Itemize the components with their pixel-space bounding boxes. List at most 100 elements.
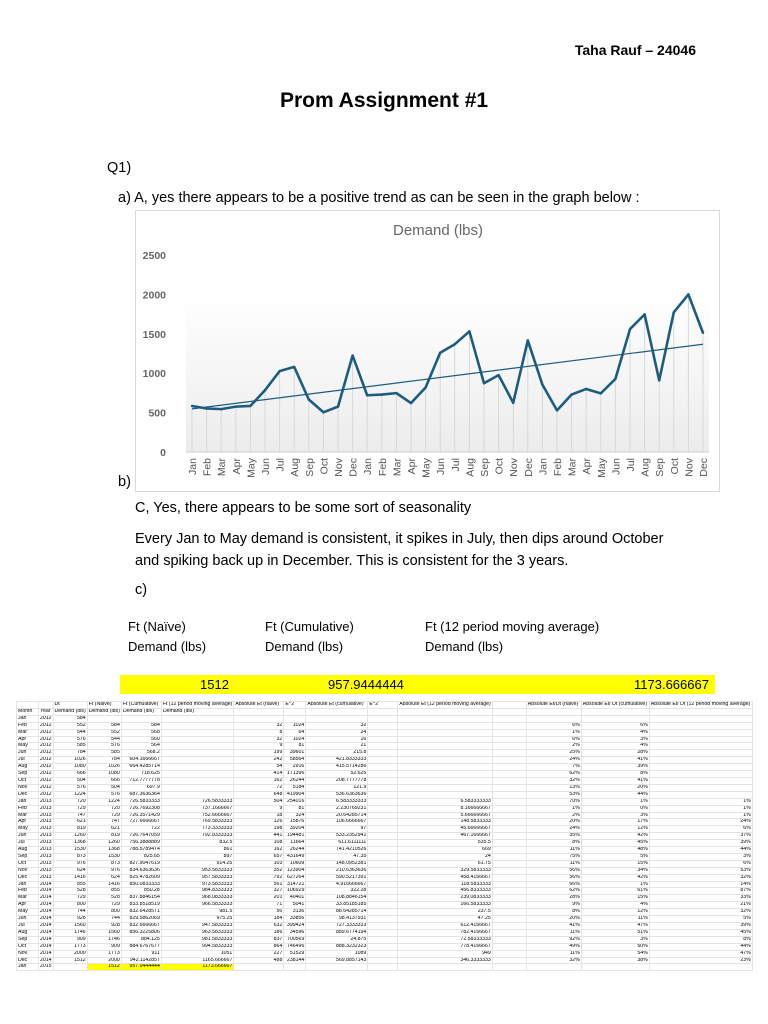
- table-cell: Nov: [16, 866, 39, 875]
- x-tick-label: Jul: [275, 458, 287, 471]
- table-row: Dec 2014 1512 2000 942.1142857 1165.666667 488…: [16, 956, 753, 965]
- table-cell: 62%: [525, 770, 582, 778]
- table-cell: 744: [52, 908, 88, 917]
- table-row: Jun 2012 784 585 568.2 199 39601 215.8 25% 28%: [16, 749, 753, 758]
- table-cell: Apr: [16, 818, 39, 827]
- table-cell: 2013: [38, 866, 54, 875]
- table-cell: 199: [233, 749, 285, 758]
- y-tick-label: 2500: [143, 250, 167, 262]
- table-row: Oct 2013 976 873 827.9047619 914.25 103 10609 14…: [16, 859, 753, 868]
- table-cell: [397, 749, 493, 758]
- table-cell: 2012: [38, 783, 54, 792]
- y-tick-label: 2000: [143, 289, 167, 301]
- table-cell: 850.28: [120, 887, 162, 896]
- table-row: Feb 2014 528 855 850.28 984.8333333 327 106929 3…: [16, 887, 753, 896]
- table-cell: 53%: [525, 790, 582, 799]
- table-cell: Mar: [16, 728, 39, 737]
- table-cell: [367, 818, 399, 827]
- table-cell: 6.583333333: [397, 797, 493, 806]
- table-cell: 981.5: [160, 908, 235, 917]
- table-cell: 15%: [580, 894, 650, 903]
- x-tick-label: Jan: [362, 458, 374, 475]
- table-cell: [491, 728, 527, 737]
- data-point: [570, 393, 573, 396]
- table-cell: 72: [233, 783, 285, 792]
- table-cell: 576: [86, 790, 122, 799]
- table-cell: 1%: [648, 797, 753, 806]
- table-cell: 34%: [580, 866, 650, 875]
- table-cell: [491, 956, 527, 965]
- table-cell: [367, 790, 399, 799]
- table-cell: 238144: [283, 956, 307, 965]
- table-cell: 33%: [648, 894, 753, 903]
- table-cell: 2013: [38, 825, 54, 834]
- table-cell: 4%: [580, 728, 650, 737]
- table-cell: 612.4166667: [397, 922, 493, 930]
- table-cell: 148.0952381: [305, 859, 369, 868]
- table-cell: [491, 901, 527, 910]
- table-cell: 2013: [38, 852, 54, 861]
- x-tick-label: Mar: [216, 458, 228, 477]
- table-cell: 11%: [580, 915, 650, 923]
- table-cell: [160, 728, 235, 737]
- table-cell: 32%: [525, 776, 582, 785]
- table-cell: [367, 735, 399, 744]
- table-cell: 25%: [525, 749, 582, 758]
- table-cell: Jan: [16, 963, 39, 972]
- table-cell: [160, 721, 235, 730]
- table-cell: Ft (12 period moving average): [160, 701, 235, 709]
- table-cell: 585: [52, 742, 88, 751]
- table-cell: 687.3636364: [120, 790, 162, 799]
- table-cell: [305, 714, 369, 723]
- table-cell: 32%: [525, 956, 582, 965]
- table-row: Nov 2013 624 976 834.6363636 953.5833333 352 12…: [16, 866, 753, 875]
- table-cell: 1416: [86, 880, 122, 889]
- table-cell: 97: [305, 825, 369, 834]
- table-row: Feb 2013 729 720 726.7692308 737.1666667 9 81 2.…: [16, 804, 753, 813]
- table-cell: 834.6363636: [120, 866, 162, 875]
- table-cell: 20%: [525, 818, 582, 827]
- x-tick-label: Sep: [654, 458, 666, 477]
- table-cell: 942.1142857: [120, 956, 162, 965]
- table-cell: 61%: [580, 887, 650, 896]
- table-row: Jul 2012 1026 784 604.1666667 242 58564 421.833…: [16, 756, 753, 765]
- table-cell: [397, 714, 493, 723]
- data-point: [628, 327, 632, 331]
- page-title: Prom Assignment #1: [279, 89, 489, 112]
- table-cell: Sep: [16, 852, 39, 861]
- table-cell: 604.1666667: [120, 756, 162, 765]
- table-cell: 242: [233, 756, 285, 765]
- table-cell: Absolute Et (cumulative): [305, 701, 369, 709]
- table-cell: 1746: [86, 935, 122, 944]
- table-cell: 800: [86, 908, 122, 917]
- table-row: Mar 2013 747 729 726.3571429 752.6666667 18 324…: [16, 811, 753, 820]
- table-cell: 9: [233, 742, 285, 751]
- data-point: [190, 404, 194, 408]
- c-header-ma-line1: Ft (12 period moving average): [425, 619, 600, 634]
- x-tick-label: Dec: [523, 458, 535, 477]
- table-cell: 39204: [283, 825, 307, 834]
- x-tick-label: Dec: [348, 458, 360, 477]
- table-cell: Jul: [16, 756, 39, 765]
- table-cell: [491, 701, 527, 709]
- table-cell: 20.64285714: [305, 811, 369, 820]
- table-cell: 2014: [38, 928, 54, 937]
- table-cell: Apr: [16, 901, 39, 910]
- x-tick-label: Oct: [318, 458, 330, 474]
- table-cell: 148.5833333: [397, 818, 493, 827]
- table-cell: 41%: [525, 922, 582, 930]
- table-row: May 2012 585 576 564 9 81 21 2% 4%: [16, 742, 753, 751]
- table-cell: [160, 756, 235, 765]
- data-point: [497, 373, 500, 377]
- table-cell: [397, 756, 493, 765]
- data-point: [643, 313, 646, 316]
- table-cell: Jun: [16, 749, 39, 758]
- table-cell: 39%: [648, 922, 753, 930]
- table-cell: Absolute Et (naive): [233, 701, 285, 709]
- table-cell: 8%: [580, 770, 650, 778]
- data-point: [701, 331, 705, 335]
- table-cell: 8%: [525, 839, 582, 848]
- table-cell: 2012: [38, 728, 54, 737]
- table-cell: 8%: [525, 908, 582, 917]
- demand-chart: Demand (lbs) 0 500 1000 1500 2000 2500 Jan Feb M…: [135, 210, 720, 492]
